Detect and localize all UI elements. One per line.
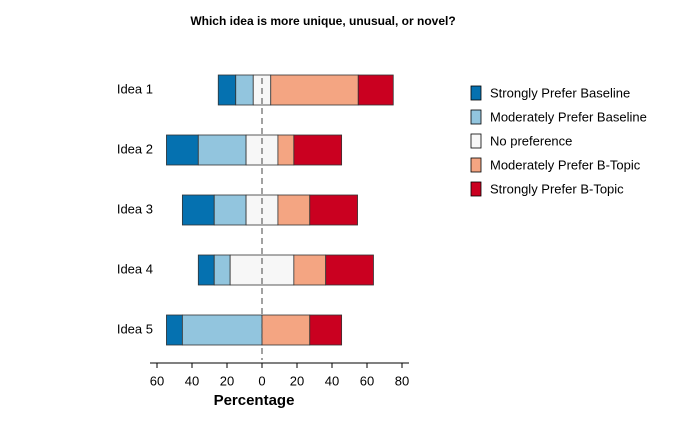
- bar-segment: [181, 314, 263, 346]
- bar-segment: [197, 134, 247, 166]
- bar-segment: [213, 194, 247, 226]
- bar-segment: [309, 194, 358, 226]
- y-tick-label: Idea 1: [117, 81, 153, 96]
- legend-label: Moderately Prefer Baseline: [490, 109, 647, 124]
- legend-swatch: [470, 109, 482, 125]
- x-tick-label: 60: [360, 373, 374, 388]
- bar-segment: [166, 134, 199, 166]
- legend-swatch: [470, 157, 482, 173]
- legend-swatch: [470, 133, 482, 149]
- chart-title: Which idea is more unique, unusual, or n…: [190, 14, 455, 28]
- x-tick-label: 40: [325, 373, 339, 388]
- bar-segment: [261, 314, 311, 346]
- bar-segment: [293, 134, 343, 166]
- legend-swatch: [470, 85, 482, 101]
- bar-segment: [309, 314, 343, 346]
- legend-label: Strongly Prefer B-Topic: [490, 181, 624, 196]
- bar-segment: [293, 254, 327, 286]
- bar-segment: [197, 254, 215, 286]
- x-tick-label: 80: [395, 373, 409, 388]
- bar-segment: [166, 314, 183, 346]
- x-axis-label: Percentage: [214, 392, 295, 409]
- bar-segment: [277, 134, 295, 166]
- bar-segment: [270, 74, 359, 106]
- x-tick-label: 20: [220, 373, 234, 388]
- x-tick-label: 40: [185, 373, 199, 388]
- legend-label: Moderately Prefer B-Topic: [490, 157, 641, 172]
- x-tick-label: 0: [258, 373, 265, 388]
- legend-label: No preference: [490, 133, 572, 148]
- bar-segment: [325, 254, 374, 286]
- y-tick-label: Idea 4: [117, 261, 153, 276]
- y-tick-label: Idea 3: [117, 201, 153, 216]
- bar-segment: [217, 74, 237, 106]
- bar-segment: [213, 254, 231, 286]
- y-tick-label: Idea 5: [117, 321, 153, 336]
- x-tick-label: 20: [290, 373, 304, 388]
- bar-segment: [357, 74, 394, 106]
- y-tick-label: Idea 2: [117, 141, 153, 156]
- legend-label: Strongly Prefer Baseline: [490, 85, 630, 100]
- legend-swatch: [470, 181, 482, 197]
- bar-segment: [181, 194, 215, 226]
- bar-segment: [235, 74, 254, 106]
- x-tick-label: 60: [150, 373, 164, 388]
- bar-segment: [277, 194, 311, 226]
